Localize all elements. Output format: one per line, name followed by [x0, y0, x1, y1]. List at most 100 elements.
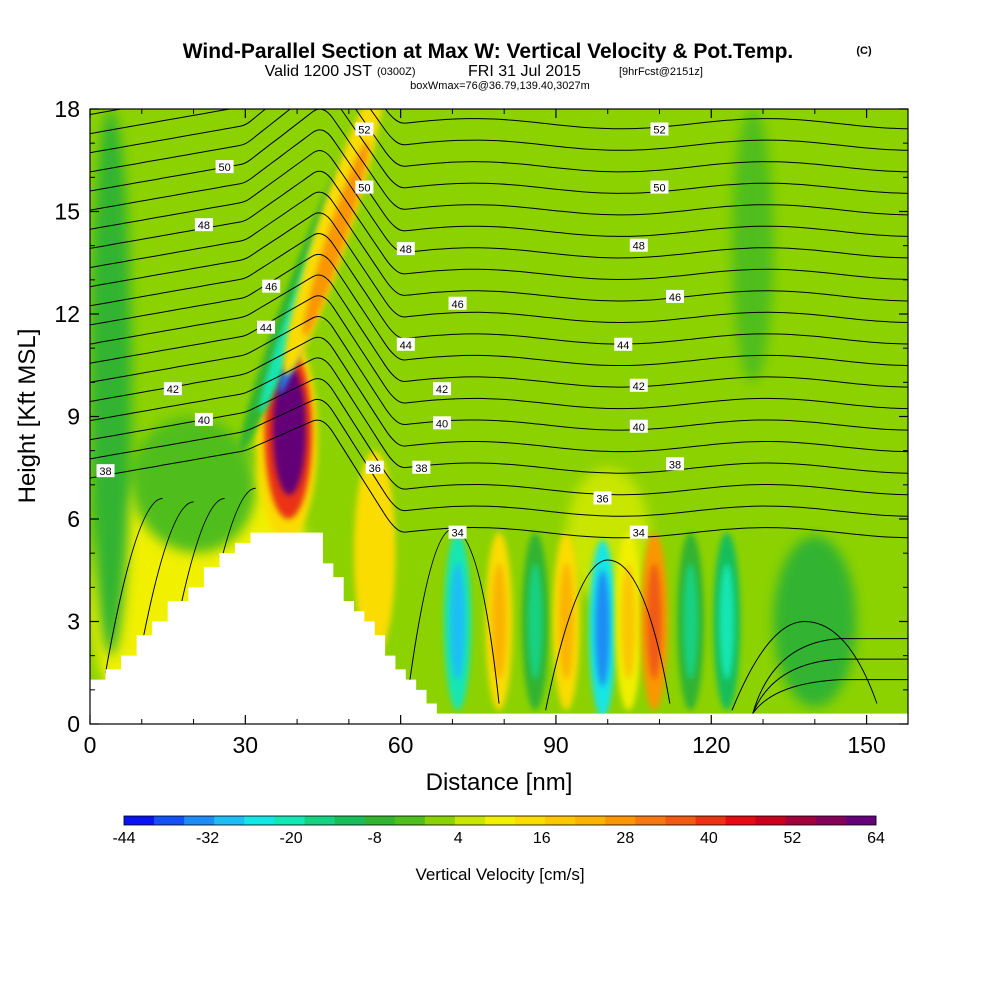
theta-contour — [90, 129, 908, 237]
svg-text:38: 38 — [415, 463, 427, 475]
fill-region — [354, 450, 396, 656]
colorbar-swatch — [605, 816, 636, 825]
colorbar-swatch — [214, 816, 245, 825]
colorbar-swatch — [484, 816, 516, 825]
chart-subtitle: Valid 1200 JST (0300Z) FRI 31 Jul 2015 [… — [265, 63, 703, 80]
contour-label: 42 — [163, 382, 182, 396]
contour-label: 46 — [448, 296, 467, 311]
svg-text:42: 42 — [167, 384, 179, 396]
colorbar-swatch — [545, 816, 576, 825]
colorbar-swatch — [364, 816, 396, 825]
svg-text:48: 48 — [198, 220, 210, 232]
svg-text:36: 36 — [369, 463, 381, 475]
subtitle-date: FRI 31 Jul 2015 — [468, 63, 581, 80]
svg-text:38: 38 — [99, 466, 111, 478]
theta-contour — [90, 419, 908, 539]
contour-label: 42 — [433, 382, 452, 396]
svg-text:46: 46 — [669, 292, 681, 304]
y-tick-label: 0 — [67, 711, 80, 737]
copyright-mark: (C) — [856, 45, 872, 57]
theta-contour — [90, 212, 908, 324]
contour-label: 48 — [396, 242, 415, 256]
contour-label: 50 — [355, 180, 374, 195]
svg-text:42: 42 — [436, 384, 448, 396]
contour-label: 36 — [365, 460, 384, 475]
theta-contour — [545, 559, 671, 711]
svg-text:40: 40 — [436, 418, 448, 430]
contour-label: 46 — [666, 289, 685, 304]
x-tick-label: 0 — [84, 732, 97, 758]
svg-text:50: 50 — [358, 183, 370, 195]
fill-region — [130, 416, 257, 553]
svg-text:46: 46 — [265, 282, 277, 294]
theta-contour — [90, 109, 908, 173]
theta-contour — [90, 233, 908, 345]
wave-cell — [683, 563, 698, 680]
svg-text:34: 34 — [451, 528, 463, 540]
contour-label: 48 — [194, 218, 213, 232]
svg-text:40: 40 — [198, 415, 210, 427]
contour-label: 34 — [629, 525, 648, 540]
colorbar-swatch — [815, 816, 847, 825]
colorbar-tick-label: 52 — [784, 830, 802, 847]
subtitle-valid: Valid 1200 JST — [265, 63, 373, 80]
colorbar-swatch — [515, 816, 546, 825]
wave-cell — [450, 563, 465, 680]
colorbar-swatch — [274, 816, 305, 825]
subtitle-forecast: [9hrFcst@2151z] — [619, 66, 703, 78]
contour-label: 40 — [194, 412, 213, 427]
x-tick-label: 150 — [847, 732, 885, 758]
colorbar-swatch — [665, 816, 696, 825]
theta-contour — [90, 357, 908, 474]
colorbar-swatch — [244, 816, 275, 825]
theta-contour — [90, 295, 908, 410]
plot-area: 52 52 50 50 50 48 48 48 46 46 46 44 44 44 42 42 42 40 40 40… — [90, 109, 908, 724]
contour-label: 38 — [96, 464, 115, 478]
chart-title: Wind-Parallel Section at Max W: Vertical… — [183, 40, 794, 63]
theta-contour — [752, 638, 908, 714]
svg-text:52: 52 — [653, 125, 665, 137]
contour-label: 50 — [215, 160, 234, 174]
theta-contour — [90, 315, 908, 431]
y-tick-label: 3 — [67, 609, 80, 635]
contour-label: 40 — [629, 419, 648, 434]
theta-contour — [90, 170, 908, 280]
contour-label: 50 — [650, 180, 669, 195]
colorbar-swatch — [785, 816, 817, 825]
colorbar-tick-label: -32 — [196, 830, 219, 847]
contour-label: 52 — [650, 122, 669, 137]
y-tick-label: 12 — [54, 301, 80, 327]
colorbar-tick-label: -20 — [280, 830, 303, 847]
colorbar-frame — [123, 815, 877, 826]
colorbar-swatch — [184, 816, 215, 825]
colorbar-tick-label: -8 — [368, 830, 382, 847]
svg-text:50: 50 — [653, 183, 665, 195]
theta-contour — [90, 398, 908, 517]
svg-text:44: 44 — [260, 323, 272, 335]
svg-text:42: 42 — [633, 381, 645, 393]
svg-text:52: 52 — [358, 125, 370, 137]
theta-contour — [90, 109, 908, 194]
svg-text:44: 44 — [400, 340, 412, 352]
theta-contour — [90, 150, 908, 259]
colorbar-tick-label: 28 — [616, 830, 634, 847]
contour-label: 44 — [396, 337, 415, 352]
x-tick-label: 120 — [692, 732, 730, 758]
svg-text:46: 46 — [451, 299, 463, 311]
updraft-core — [281, 385, 301, 468]
theta-contour — [90, 109, 908, 151]
theta-contour — [90, 109, 908, 130]
colorbar-swatch — [845, 816, 877, 825]
y-tick-label: 15 — [54, 199, 80, 225]
svg-text:34: 34 — [633, 528, 645, 540]
fill-region — [90, 109, 132, 656]
svg-text:36: 36 — [596, 494, 608, 506]
colorbar-swatch — [424, 816, 456, 825]
theta-contours — [90, 109, 908, 715]
colorbar-label: Vertical Velocity [cm/s] — [415, 865, 584, 884]
svg-text:40: 40 — [633, 422, 645, 434]
theta-contour — [90, 274, 908, 388]
wave-cell — [595, 570, 610, 687]
